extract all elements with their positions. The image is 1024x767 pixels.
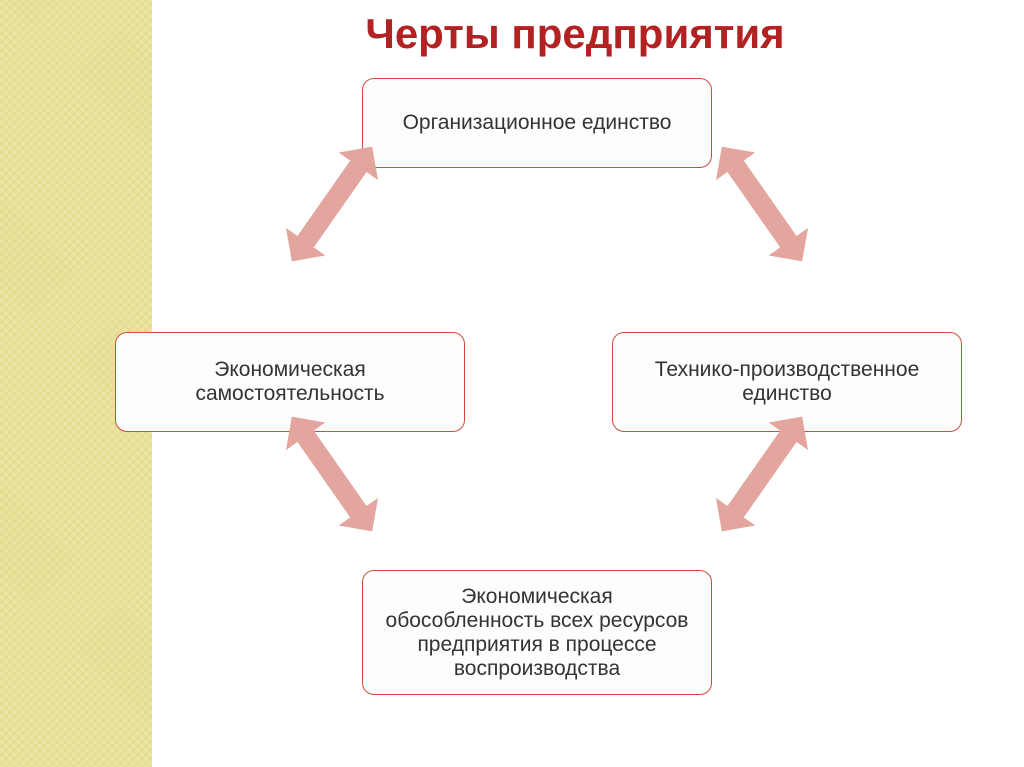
node-top-label: Организационное единство — [403, 111, 672, 135]
cycle-arrow — [272, 133, 392, 275]
node-right-label: Технико-производственное единство — [631, 358, 943, 406]
cycle-arrow — [702, 133, 822, 275]
node-left-label: Экономическая самостоятельность — [134, 358, 446, 406]
node-top: Организационное единство — [362, 78, 712, 168]
slide-title: Черты предприятия — [315, 10, 835, 58]
node-bottom-label: Экономическая обособленность всех ресурс… — [381, 585, 693, 681]
node-bottom: Экономическая обособленность всех ресурс… — [362, 570, 712, 695]
